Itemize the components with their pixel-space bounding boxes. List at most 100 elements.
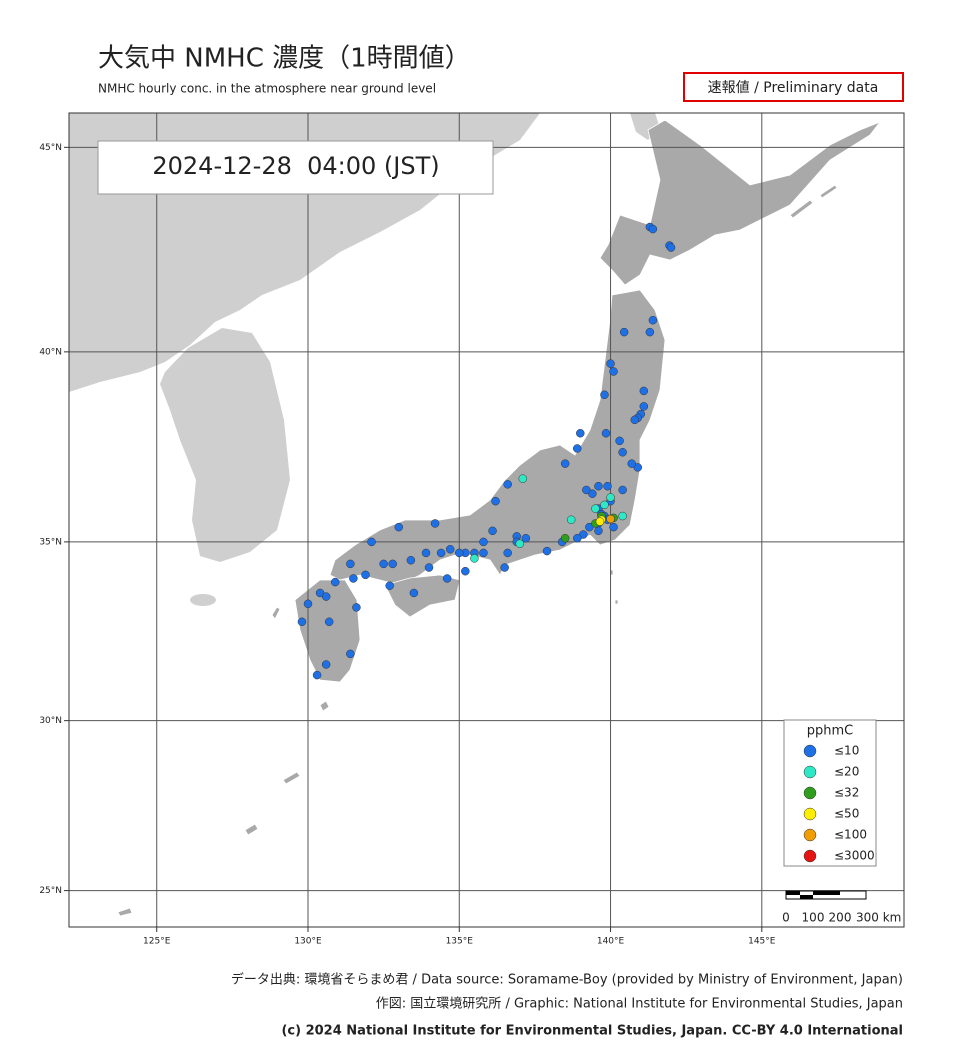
station <box>618 485 627 495</box>
station <box>388 559 397 569</box>
x-tick-label: 140°E <box>597 937 625 947</box>
station <box>600 500 609 510</box>
station <box>346 649 355 659</box>
station <box>606 514 615 524</box>
station <box>633 463 643 472</box>
ryukyu-islands <box>117 569 619 917</box>
station <box>330 577 340 587</box>
station <box>470 554 479 563</box>
station <box>503 480 512 489</box>
station <box>648 224 658 234</box>
station <box>421 548 431 558</box>
station <box>600 390 609 400</box>
station <box>324 617 334 627</box>
station <box>619 327 629 337</box>
station <box>615 436 624 446</box>
station <box>582 485 591 495</box>
station <box>321 660 331 669</box>
station <box>645 327 655 337</box>
legend-label: ≤32 <box>834 786 859 800</box>
station <box>609 367 618 376</box>
korea <box>160 328 290 562</box>
legend-label: ≤10 <box>834 744 859 758</box>
station <box>442 574 452 583</box>
station <box>666 243 676 252</box>
scale-label: 0 <box>782 911 790 925</box>
station <box>479 548 488 558</box>
station <box>542 546 552 556</box>
timestamp: 2024-12-28 04:00 (JST) <box>152 152 439 180</box>
subtitle: NMHC hourly conc. in the atmosphere near… <box>98 82 436 96</box>
station <box>566 515 576 524</box>
station <box>503 548 512 558</box>
station <box>409 588 419 598</box>
map-frame <box>68 112 905 928</box>
source: データ出典: 環境省そらまめ君 / Data source: Soramame-… <box>231 972 903 988</box>
station <box>518 474 528 483</box>
station <box>461 566 470 576</box>
y-tick-label: 25°N <box>39 886 62 896</box>
station <box>488 526 497 536</box>
station <box>618 448 627 457</box>
station <box>515 539 525 548</box>
scale-seg <box>813 891 840 895</box>
x-tick-label: 125°E <box>143 937 171 947</box>
scale-label: 200 <box>829 911 852 925</box>
badge-box <box>683 72 904 102</box>
scale-seg <box>800 895 813 899</box>
station <box>606 493 615 502</box>
station <box>560 533 570 543</box>
station <box>618 511 627 521</box>
shikoku <box>384 574 461 618</box>
station <box>591 504 600 513</box>
timestamp-box <box>97 140 494 195</box>
jeju <box>190 594 216 606</box>
station <box>352 603 361 612</box>
stations <box>297 222 676 680</box>
legend-title: pphmC <box>807 724 853 739</box>
station <box>639 386 649 396</box>
station <box>601 428 611 438</box>
station <box>346 559 355 569</box>
station <box>594 526 603 536</box>
station <box>297 617 307 627</box>
legend: ≤10 ≤20 ≤32 ≤50 ≤100 ≤3000 <box>803 744 875 863</box>
station <box>576 428 585 438</box>
x-tick-label: 135°E <box>446 937 474 947</box>
title: 大気中 NMHC 濃度（1時間値） <box>98 44 471 74</box>
legend-marker <box>803 807 817 821</box>
legend-label: ≤100 <box>834 828 867 842</box>
station <box>361 570 370 580</box>
legend-label: ≤50 <box>834 807 859 821</box>
legend-label: ≤3000 <box>834 849 875 863</box>
station <box>500 563 509 572</box>
station <box>491 496 500 506</box>
legend-marker <box>803 744 817 758</box>
scale-label: 300 km <box>856 911 901 925</box>
legend-box <box>783 719 877 867</box>
legend-label: ≤20 <box>834 765 859 779</box>
station <box>379 559 388 569</box>
station <box>479 537 488 547</box>
station <box>606 359 615 368</box>
station <box>639 402 649 411</box>
x-tick-label: 130°E <box>294 937 322 947</box>
graphic-credit: 作図: 国立環境研究所 / Graphic: National Institut… <box>376 996 903 1012</box>
station <box>394 522 404 532</box>
scale-bar: 0 100 200 300 km <box>782 890 901 925</box>
scale-seg <box>786 891 800 895</box>
badge: 速報値 / Preliminary data <box>708 80 879 96</box>
y-tick-label: 30°N <box>39 716 62 726</box>
station <box>627 459 636 468</box>
station <box>573 533 582 543</box>
kuril-islands <box>789 184 838 219</box>
station <box>560 459 570 468</box>
station <box>349 574 358 583</box>
station <box>424 563 434 572</box>
station <box>455 548 464 558</box>
station <box>603 481 612 491</box>
legend-marker <box>803 765 817 779</box>
